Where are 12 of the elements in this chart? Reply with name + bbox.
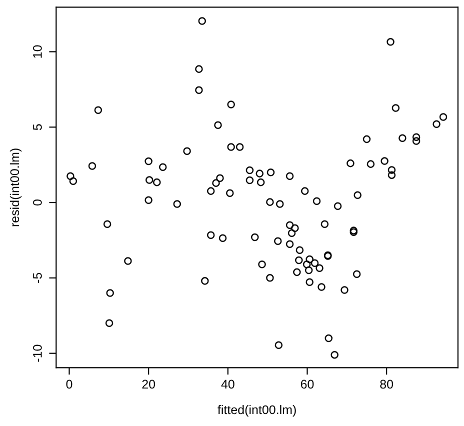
y-axis-title: resid(int00.lm) — [10, 148, 22, 226]
y-tick-label: 0 — [33, 200, 42, 206]
y-tick-label: -10 — [33, 344, 42, 362]
x-tick-label: 60 — [300, 380, 314, 389]
y-tick-label: -5 — [33, 272, 42, 283]
y-tick-label: 5 — [33, 124, 42, 130]
x-tick-label: 20 — [142, 380, 156, 389]
x-tick-label: 40 — [221, 380, 234, 389]
x-axis-title: fitted(int00.lm) — [218, 404, 296, 417]
x-tick-label: 80 — [380, 380, 394, 389]
y-tick-label: 10 — [33, 45, 42, 58]
x-tick-label: 0 — [66, 380, 72, 389]
